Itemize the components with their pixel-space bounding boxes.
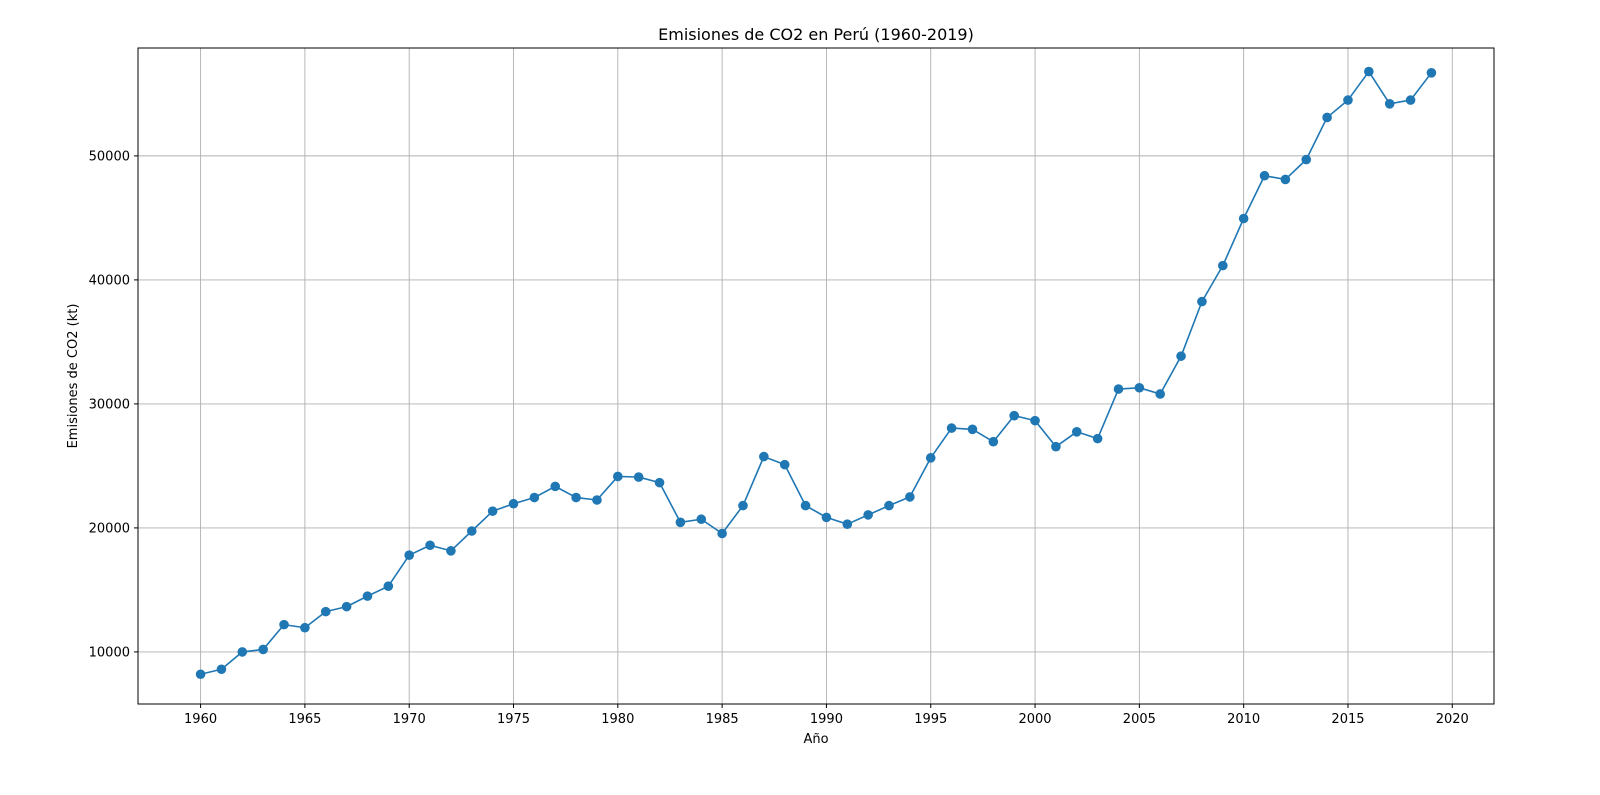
x-tick-label: 2020 xyxy=(1436,712,1469,727)
data-point xyxy=(279,619,289,630)
data-point xyxy=(362,591,373,601)
data-point xyxy=(508,498,519,509)
data-point xyxy=(633,472,644,482)
data-point xyxy=(529,492,540,503)
y-tick-label: 50000 xyxy=(89,149,130,164)
data-point xyxy=(613,471,623,482)
data-point xyxy=(1218,260,1228,271)
data-point xyxy=(258,644,268,655)
data-point xyxy=(884,500,894,511)
plot-frame xyxy=(137,47,1495,705)
data-point xyxy=(1238,213,1249,224)
data-point xyxy=(696,514,707,525)
x-tick-label: 1990 xyxy=(810,712,843,727)
data-point xyxy=(800,500,811,511)
x-tick-label: 1995 xyxy=(914,712,947,727)
x-tick-label: 2010 xyxy=(1227,712,1260,727)
data-point xyxy=(446,546,456,556)
data-point xyxy=(654,477,665,488)
data-point xyxy=(550,481,561,492)
y-axis-title: Emisiones de CO2 (kt) xyxy=(66,304,81,449)
data-point xyxy=(1176,351,1186,361)
data-point xyxy=(1426,68,1437,78)
x-tick-label: 1965 xyxy=(288,712,321,727)
data-point xyxy=(967,424,978,435)
data-point xyxy=(717,528,727,539)
data-point xyxy=(1301,154,1312,165)
data-point xyxy=(1384,99,1395,109)
data-point xyxy=(1092,433,1103,444)
x-tick-label: 2015 xyxy=(1331,712,1364,727)
data-point xyxy=(988,436,999,447)
data-point xyxy=(216,664,227,675)
y-axis-ticks: 10000 20000 30000 40000 50000 xyxy=(89,149,138,660)
data-point xyxy=(738,500,748,511)
x-tick-label: 1985 xyxy=(706,712,739,727)
data-point xyxy=(821,512,832,523)
data-point xyxy=(1259,170,1270,181)
data-point xyxy=(1155,389,1166,399)
x-tick-label: 2000 xyxy=(1018,712,1051,727)
data-point xyxy=(675,517,686,528)
data-point xyxy=(1051,441,1061,452)
data-point xyxy=(487,506,498,516)
data-point xyxy=(1030,415,1040,426)
x-tick-label: 1980 xyxy=(601,712,634,727)
y-tick-label: 30000 xyxy=(89,397,130,412)
data-point xyxy=(946,423,957,433)
x-tick-label: 1975 xyxy=(497,712,530,727)
data-point xyxy=(1134,382,1145,393)
data-point xyxy=(404,550,415,560)
x-tick-label: 1970 xyxy=(393,712,426,727)
data-point xyxy=(925,453,936,463)
x-axis-ticks: 1960 1965 1970 1975 1980 1985 1990 1995 2000 2005… xyxy=(184,704,1469,727)
data-point xyxy=(383,581,394,591)
chart-title: Emisiones de CO2 en Perú (1960-2019) xyxy=(658,25,974,44)
data-point xyxy=(905,492,915,502)
y-tick-label: 40000 xyxy=(89,273,130,288)
series-line xyxy=(200,70,1433,676)
data-point xyxy=(1071,427,1082,437)
data-point xyxy=(842,519,853,529)
data-point xyxy=(759,451,769,462)
data-point xyxy=(466,526,477,536)
data-point xyxy=(1405,95,1416,105)
data-point xyxy=(1280,174,1291,185)
data-point xyxy=(1322,112,1332,123)
data-point xyxy=(425,540,435,551)
data-point xyxy=(1009,410,1019,421)
x-tick-label: 2005 xyxy=(1123,712,1156,727)
data-point xyxy=(320,606,331,617)
grid xyxy=(138,48,1494,704)
data-point xyxy=(195,669,206,680)
data-point xyxy=(1113,384,1124,394)
data-point xyxy=(237,647,248,657)
y-tick-label: 10000 xyxy=(89,645,130,660)
data-point xyxy=(863,510,873,520)
y-tick-label: 20000 xyxy=(89,521,130,536)
data-point xyxy=(1364,66,1374,77)
data-point xyxy=(341,601,352,612)
data-point xyxy=(1197,296,1207,307)
x-tick-label: 1960 xyxy=(184,712,217,727)
series-co2 xyxy=(195,66,1437,680)
data-point xyxy=(300,622,310,633)
data-point xyxy=(779,459,790,470)
x-axis-title: Año xyxy=(803,732,828,747)
data-point xyxy=(1343,95,1353,105)
data-point xyxy=(571,492,581,503)
data-point xyxy=(592,495,602,505)
